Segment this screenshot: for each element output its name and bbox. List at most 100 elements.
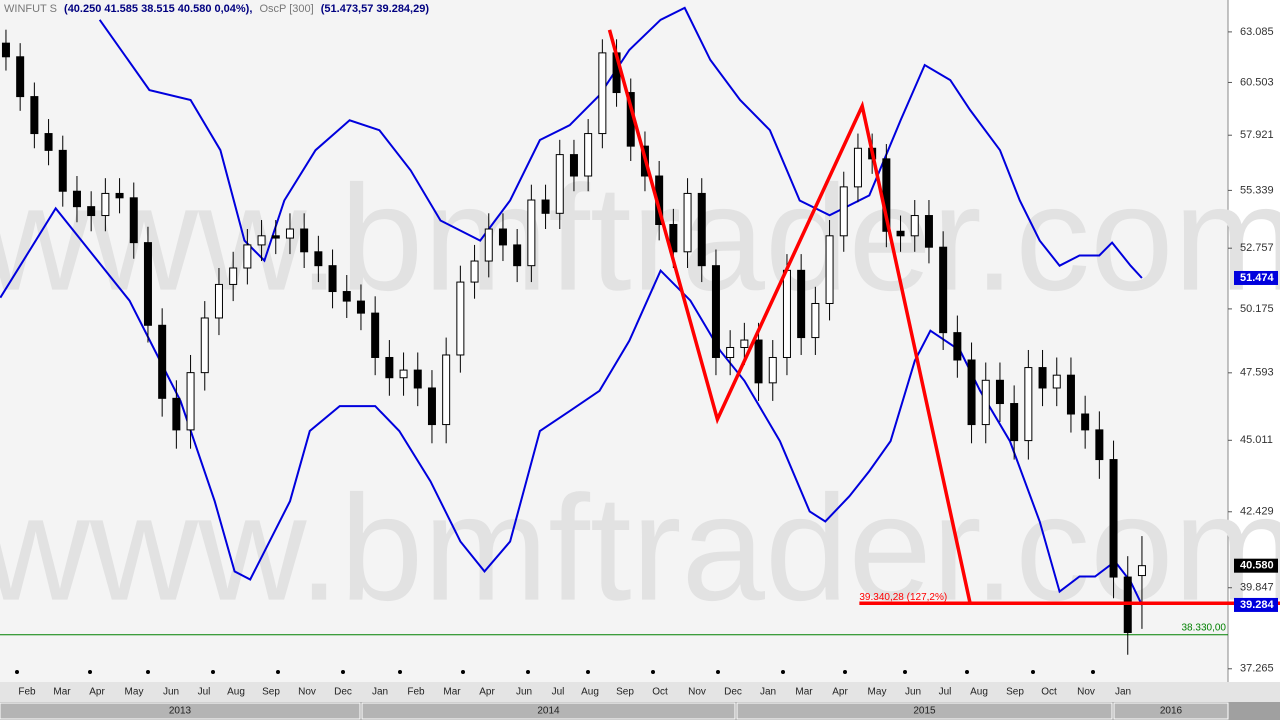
- candle-body: [669, 224, 678, 253]
- candle-body: [541, 199, 550, 214]
- period-dot: [716, 670, 720, 674]
- y-tick-label: 50.175: [1240, 303, 1274, 315]
- candle-body: [1081, 413, 1090, 431]
- month-label: Dec: [724, 687, 742, 698]
- stop-label: 38.330,00: [1182, 622, 1227, 633]
- year-label: 2016: [1160, 706, 1183, 717]
- candle-body: [768, 356, 777, 384]
- period-dot: [903, 670, 907, 674]
- candle-body: [1095, 429, 1104, 461]
- candle-body: [285, 228, 294, 239]
- candle-body: [470, 260, 479, 283]
- y-tick-label: 55.339: [1240, 184, 1274, 196]
- candle-body: [158, 324, 167, 399]
- period-dot: [651, 670, 655, 674]
- ohlc: (40.250 41.585 38.515 40.580 0,04%),: [64, 3, 252, 15]
- candle-body: [186, 372, 195, 431]
- study-values: (51.473,57 39.284,29): [321, 3, 430, 15]
- candle-body: [910, 215, 919, 237]
- header: WINFUT S (40.250 41.585 38.515 40.580 0,…: [4, 3, 429, 15]
- month-label: Jul: [939, 687, 952, 698]
- candle-body: [683, 192, 692, 253]
- candle-body: [328, 265, 337, 293]
- candle-body: [1109, 459, 1118, 578]
- candle-body: [697, 192, 706, 267]
- month-label: Jun: [905, 687, 921, 698]
- candle-body: [584, 133, 593, 177]
- month-label: Nov: [298, 687, 316, 698]
- month-label: Feb: [407, 687, 425, 698]
- symbol: WINFUT S: [4, 3, 57, 15]
- month-label: Oct: [1041, 687, 1057, 698]
- y-tick-label: 42.429: [1240, 506, 1274, 518]
- candle-body: [200, 317, 209, 374]
- month-label: Sep: [262, 687, 280, 698]
- month-label: Apr: [832, 687, 848, 698]
- candle-body: [1038, 367, 1047, 389]
- candle-body: [811, 302, 820, 339]
- month-label: Aug: [970, 687, 988, 698]
- y-tick-label: 47.593: [1240, 367, 1274, 379]
- period-dot: [15, 670, 19, 674]
- candle-body: [101, 192, 110, 217]
- candle-body: [555, 154, 564, 214]
- price-tag: [1234, 597, 1278, 612]
- candle-body: [271, 235, 280, 239]
- period-dot: [88, 670, 92, 674]
- candle-body: [72, 190, 81, 208]
- month-label: Apr: [479, 687, 495, 698]
- candle-body: [385, 356, 394, 379]
- candle-body: [924, 215, 933, 248]
- candle-body: [214, 283, 223, 319]
- candle-body: [143, 242, 152, 326]
- candle-body: [314, 251, 323, 267]
- candle-body: [44, 133, 53, 151]
- watermark: www.bmftrader.com: [0, 154, 1280, 322]
- month-label: Aug: [581, 687, 599, 698]
- y-tick-label: 37.265: [1240, 663, 1274, 675]
- candle-body: [825, 235, 834, 304]
- month-label: May: [125, 687, 144, 698]
- month-label: Jan: [1115, 687, 1131, 698]
- y-tick-label: 52.757: [1240, 242, 1274, 254]
- candle-body: [953, 332, 962, 361]
- period-dot: [211, 670, 215, 674]
- candle-body: [300, 228, 309, 253]
- candle-body: [456, 281, 465, 356]
- y-tick-label: 45.011: [1240, 434, 1273, 446]
- month-label: Jul: [198, 687, 211, 698]
- price-tag-label: 51.474: [1240, 272, 1275, 284]
- price-tag-label: 39.284: [1240, 599, 1275, 611]
- candle-body: [527, 199, 536, 267]
- month-label: Nov: [688, 687, 706, 698]
- year-cell: [0, 702, 361, 720]
- month-label: Feb: [18, 687, 36, 698]
- candle-body: [243, 244, 252, 269]
- month-bar: [0, 682, 1280, 702]
- y-tick-label: 63.085: [1240, 26, 1274, 38]
- candle-body: [87, 206, 96, 217]
- year-cell: [1113, 702, 1229, 720]
- candle-body: [58, 149, 67, 192]
- study: OscP [300]: [259, 3, 313, 15]
- candle-body: [1024, 367, 1033, 442]
- price-tag: [1234, 558, 1278, 573]
- candle-body: [427, 387, 436, 426]
- y-tick-label: 39.847: [1240, 582, 1274, 594]
- candle-body: [598, 52, 607, 135]
- plot-area: [0, 6, 1228, 655]
- period-dot: [461, 670, 465, 674]
- candle-body: [981, 379, 990, 426]
- period-dot: [341, 670, 345, 674]
- candle-body: [569, 154, 578, 177]
- band-line: [98, 6, 1143, 279]
- zigzag-line: [607, 29, 972, 604]
- month-label: Jan: [760, 687, 776, 698]
- month-label: Apr: [89, 687, 105, 698]
- candle-body: [229, 267, 238, 285]
- candle-body: [484, 228, 493, 262]
- month-label: Jan: [372, 687, 388, 698]
- candle-body: [754, 339, 763, 384]
- price-tag: [1234, 270, 1278, 285]
